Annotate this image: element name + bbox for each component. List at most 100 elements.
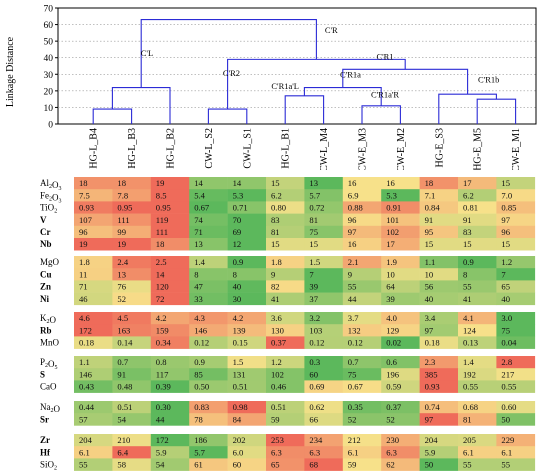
heatmap-cell xyxy=(342,238,382,251)
heatmap-cell xyxy=(419,292,459,306)
heatmap-cell xyxy=(342,380,382,393)
heatmap-cell xyxy=(266,201,305,214)
heatmap-cell xyxy=(189,177,228,190)
heatmap-cell-value: 5.4 xyxy=(194,190,205,200)
heatmap-cell-value: 18 xyxy=(117,178,126,188)
heatmap-row-label: MgO xyxy=(40,257,60,267)
heatmap-cell-value: 15 xyxy=(271,239,280,249)
heatmap-cell-value: 54 xyxy=(117,414,126,424)
heatmap-cell xyxy=(112,380,152,393)
heatmap-cell xyxy=(189,324,228,337)
heatmap-cell xyxy=(304,238,344,251)
heatmap-cell xyxy=(381,268,420,281)
heatmap-cell-value: 6.1 xyxy=(348,447,359,457)
heatmap-cell xyxy=(381,177,420,190)
heatmap-cell-value: 0.43 xyxy=(79,382,94,392)
heatmap-cell xyxy=(189,292,228,306)
heatmap-cell xyxy=(112,189,152,202)
heatmap-cell xyxy=(189,401,228,414)
heatmap-cell xyxy=(458,292,497,306)
heatmap-cell-value: 97 xyxy=(425,325,434,335)
heatmap-cell-value: 8.5 xyxy=(156,190,167,200)
heatmap-cell xyxy=(112,312,152,325)
heatmap-cell-value: 2.4 xyxy=(117,257,128,267)
heatmap-cell xyxy=(150,201,190,214)
heatmap-row: V 107 111 119 74 70 83 81 96 101 91 91 97 xyxy=(40,213,536,227)
heatmap-cell xyxy=(74,280,113,293)
heatmap-cell-value: 39 xyxy=(386,294,395,304)
heatmap-cell xyxy=(342,201,382,214)
heatmap-cell-value: 1.2 xyxy=(271,357,282,367)
heatmap-cell-value: 111 xyxy=(156,227,168,237)
heatmap-cell xyxy=(266,324,305,337)
heatmap-cell-value: 3.6 xyxy=(271,313,282,323)
heatmap-cell xyxy=(112,434,152,447)
heatmap-cell xyxy=(381,434,420,447)
heatmap-cell xyxy=(189,213,228,227)
heatmap-cell-value: 5.9 xyxy=(156,447,167,457)
heatmap-row-label: CaO xyxy=(40,382,57,392)
heatmap-cell-value: 15 xyxy=(463,239,472,249)
heatmap-row: Na2O 0.44 0.51 0.30 0.83 0.98 0.51 0.62 0.35 0.37… xyxy=(40,401,536,414)
heatmap-cell xyxy=(342,256,382,269)
heatmap-row-label: Nb xyxy=(40,239,52,249)
heatmap-row: MgO 1.8 2.4 2.5 1.4 0.9 1.8 1.5 2.1 1.9 1.1 0.9 1.2 xyxy=(40,256,536,269)
heatmap-cell-value: 91 xyxy=(425,215,434,225)
heatmap-cell-value: 44 xyxy=(156,414,165,424)
heatmap-cell xyxy=(342,177,382,190)
heatmap-cell xyxy=(304,380,344,393)
heatmap-cell-value: 52 xyxy=(386,414,395,424)
heatmap-cell xyxy=(342,225,382,239)
dendrogram-links xyxy=(92,19,517,124)
heatmap-cell-value: 0.51 xyxy=(271,402,286,412)
heatmap-cell xyxy=(304,280,344,293)
heatmap-cell xyxy=(458,189,497,202)
heatmap-cell xyxy=(419,368,459,381)
heatmap-cell xyxy=(150,413,190,426)
heatmap-cell-value: 19 xyxy=(117,239,126,249)
heatmap-cell-value: 41 xyxy=(463,294,472,304)
heatmap-cell xyxy=(74,434,113,447)
heatmap-cell-value: 6.2 xyxy=(271,190,282,200)
heatmap-cell xyxy=(496,280,536,293)
dendrogram-y-tick-label: 30 xyxy=(44,71,54,81)
heatmap-cell-value: 55 xyxy=(463,282,472,292)
heatmap-cell-value: 0.9 xyxy=(233,257,244,267)
heatmap-row-label: Fe2O3 xyxy=(40,190,62,204)
heatmap-cell-value: 0.69 xyxy=(309,382,324,392)
heatmap-cell-value: 5.3 xyxy=(233,190,244,200)
heatmap-cell xyxy=(150,368,190,381)
heatmap-cell-value: 0.91 xyxy=(386,203,401,213)
heatmap-cell-value: 6.1 xyxy=(501,447,512,457)
heatmap-cell xyxy=(419,238,459,251)
heatmap-cell-value: 13 xyxy=(194,239,203,249)
heatmap-cell-value: 15 xyxy=(501,239,510,249)
heatmap-cell xyxy=(304,189,344,202)
heatmap-cell xyxy=(227,380,267,393)
heatmap-cell xyxy=(496,458,536,471)
heatmap-cell-value: 97 xyxy=(348,227,357,237)
heatmap-cell-value: 0.18 xyxy=(79,338,94,348)
heatmap-cell-value: 75 xyxy=(348,369,357,379)
heatmap-cell xyxy=(342,458,382,471)
heatmap-cell-value: 15 xyxy=(271,178,280,188)
heatmap-cell xyxy=(419,434,459,447)
heatmap-cell xyxy=(112,280,152,293)
heatmap-cell xyxy=(458,434,497,447)
heatmap-cell xyxy=(381,380,420,393)
heatmap-row: Al2O3 18 18 19 14 14 15 13 16 16 18 17 15 xyxy=(40,177,536,192)
heatmap-cell xyxy=(189,413,228,426)
heatmap-cell-value: 81 xyxy=(271,227,280,237)
heatmap-cell-value: 57 xyxy=(79,414,88,424)
heatmap-cell-value: 0.7 xyxy=(117,357,128,367)
heatmap-cell-value: 0.30 xyxy=(156,402,171,412)
heatmap-row-label: Cu xyxy=(40,269,52,279)
heatmap-cell xyxy=(381,256,420,269)
heatmap-cell xyxy=(381,292,420,306)
heatmap-cell xyxy=(381,225,420,239)
heatmap-cell-value: 163 xyxy=(117,325,130,335)
heatmap-cell xyxy=(74,225,113,239)
heatmap-cell xyxy=(419,380,459,393)
heatmap-cell-value: 4.2 xyxy=(233,313,244,323)
heatmap-cell-value: 40 xyxy=(425,294,434,304)
